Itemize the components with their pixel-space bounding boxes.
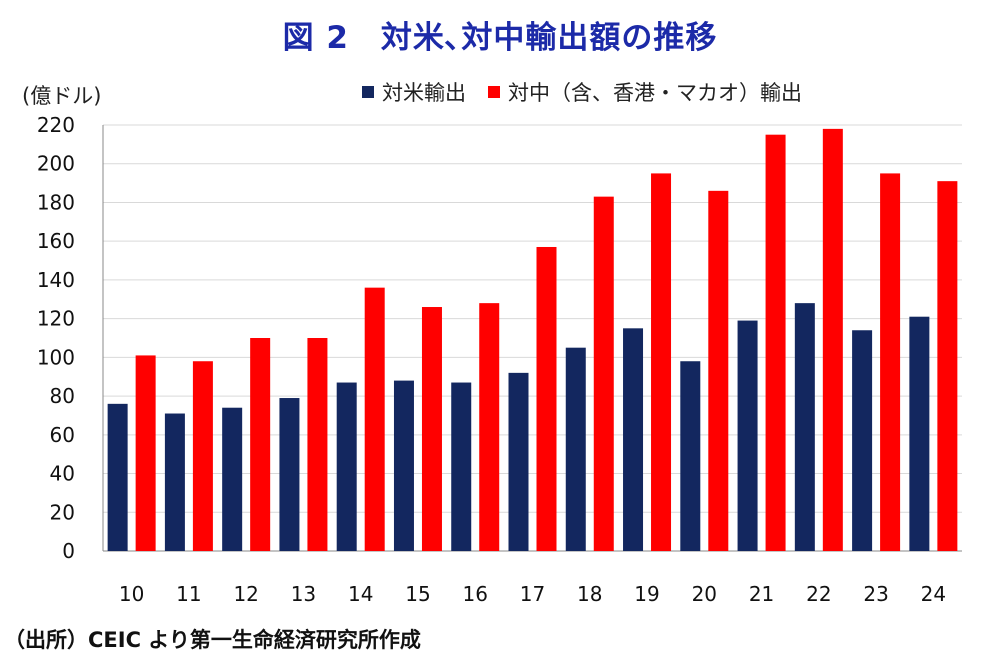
bar-china xyxy=(307,338,328,551)
y-tick-label: 0 xyxy=(62,539,75,563)
bar-china xyxy=(364,287,385,551)
x-tick-label: 13 xyxy=(291,582,316,606)
x-tick-label: 22 xyxy=(806,582,831,606)
bar-china xyxy=(479,303,500,551)
bar-us xyxy=(107,403,128,551)
x-tick-label: 18 xyxy=(577,582,602,606)
y-tick-label: 100 xyxy=(37,345,75,369)
y-tick-label: 40 xyxy=(50,462,75,486)
bar-us xyxy=(565,347,586,551)
x-tick-label: 12 xyxy=(233,582,258,606)
bar-china xyxy=(880,173,901,551)
bar-us xyxy=(222,407,243,551)
legend-swatch-us xyxy=(362,86,374,98)
x-tick-label: 21 xyxy=(749,582,774,606)
grid-lines xyxy=(103,124,962,513)
bar-us xyxy=(393,380,414,551)
legend-swatch-china xyxy=(488,86,500,98)
chart-title: 図 2 対米､対中輸出額の推移 xyxy=(282,20,718,56)
legend-item-china: 対中（含、香港・マカオ）輸出 xyxy=(488,77,802,107)
y-tick-label: 180 xyxy=(37,190,75,214)
tick-labels: 0 20 40 60 80 100 120 140 160 180 200 220 10 11 12 13 14… xyxy=(37,113,946,606)
x-tick-label: 11 xyxy=(176,582,201,606)
bar-us xyxy=(451,382,472,551)
y-tick-label: 200 xyxy=(37,152,75,176)
x-tick-label: 17 xyxy=(520,582,545,606)
x-tick-label: 23 xyxy=(863,582,888,606)
x-tick-label: 19 xyxy=(634,582,659,606)
bar-us xyxy=(680,361,701,551)
x-tick-label: 20 xyxy=(692,582,717,606)
bar-us xyxy=(737,320,758,551)
y-tick-label: 120 xyxy=(37,307,75,331)
bar-china xyxy=(135,355,156,551)
y-tick-label: 60 xyxy=(50,423,75,447)
bar-china xyxy=(192,361,213,551)
source-note: （出所）CEIC より第一生命経済研究所作成 xyxy=(4,628,421,652)
x-tick-label: 24 xyxy=(921,582,946,606)
x-tick-label: 10 xyxy=(119,582,144,606)
legend-item-us: 対米輸出 xyxy=(362,77,466,107)
bar-china xyxy=(250,338,271,551)
bar-china xyxy=(708,190,729,551)
y-tick-label: 140 xyxy=(37,268,75,292)
y-tick-label: 20 xyxy=(50,500,75,524)
bar-china xyxy=(421,307,442,551)
y-tick-label: 160 xyxy=(37,229,75,253)
bar-us xyxy=(508,372,529,551)
bar-us xyxy=(909,316,930,551)
bar-china xyxy=(822,128,843,551)
bar-us xyxy=(852,330,873,551)
bar-china xyxy=(765,134,786,551)
bar-china xyxy=(536,246,557,551)
bar-china xyxy=(593,196,614,552)
bar-china xyxy=(937,181,958,551)
bar-china xyxy=(651,173,672,551)
y-tick-label: 80 xyxy=(50,384,75,408)
y-axis-unit-label: (億ドル) xyxy=(22,84,102,108)
y-tick-label: 220 xyxy=(37,113,75,137)
bar-us xyxy=(164,413,185,551)
x-tick-label: 15 xyxy=(405,582,430,606)
bars xyxy=(107,128,958,552)
bar-us xyxy=(794,303,815,551)
legend: 対米輸出 対中（含、香港・マカオ）輸出 xyxy=(362,77,824,107)
x-tick-label: 16 xyxy=(463,582,488,606)
bar-us xyxy=(336,382,357,551)
bar-us xyxy=(623,328,644,551)
legend-label-us: 対米輸出 xyxy=(382,81,466,105)
legend-label-china: 対中（含、香港・マカオ）輸出 xyxy=(508,81,802,105)
axes xyxy=(102,125,962,552)
x-tick-label: 14 xyxy=(348,582,373,606)
bar-us xyxy=(279,398,300,551)
